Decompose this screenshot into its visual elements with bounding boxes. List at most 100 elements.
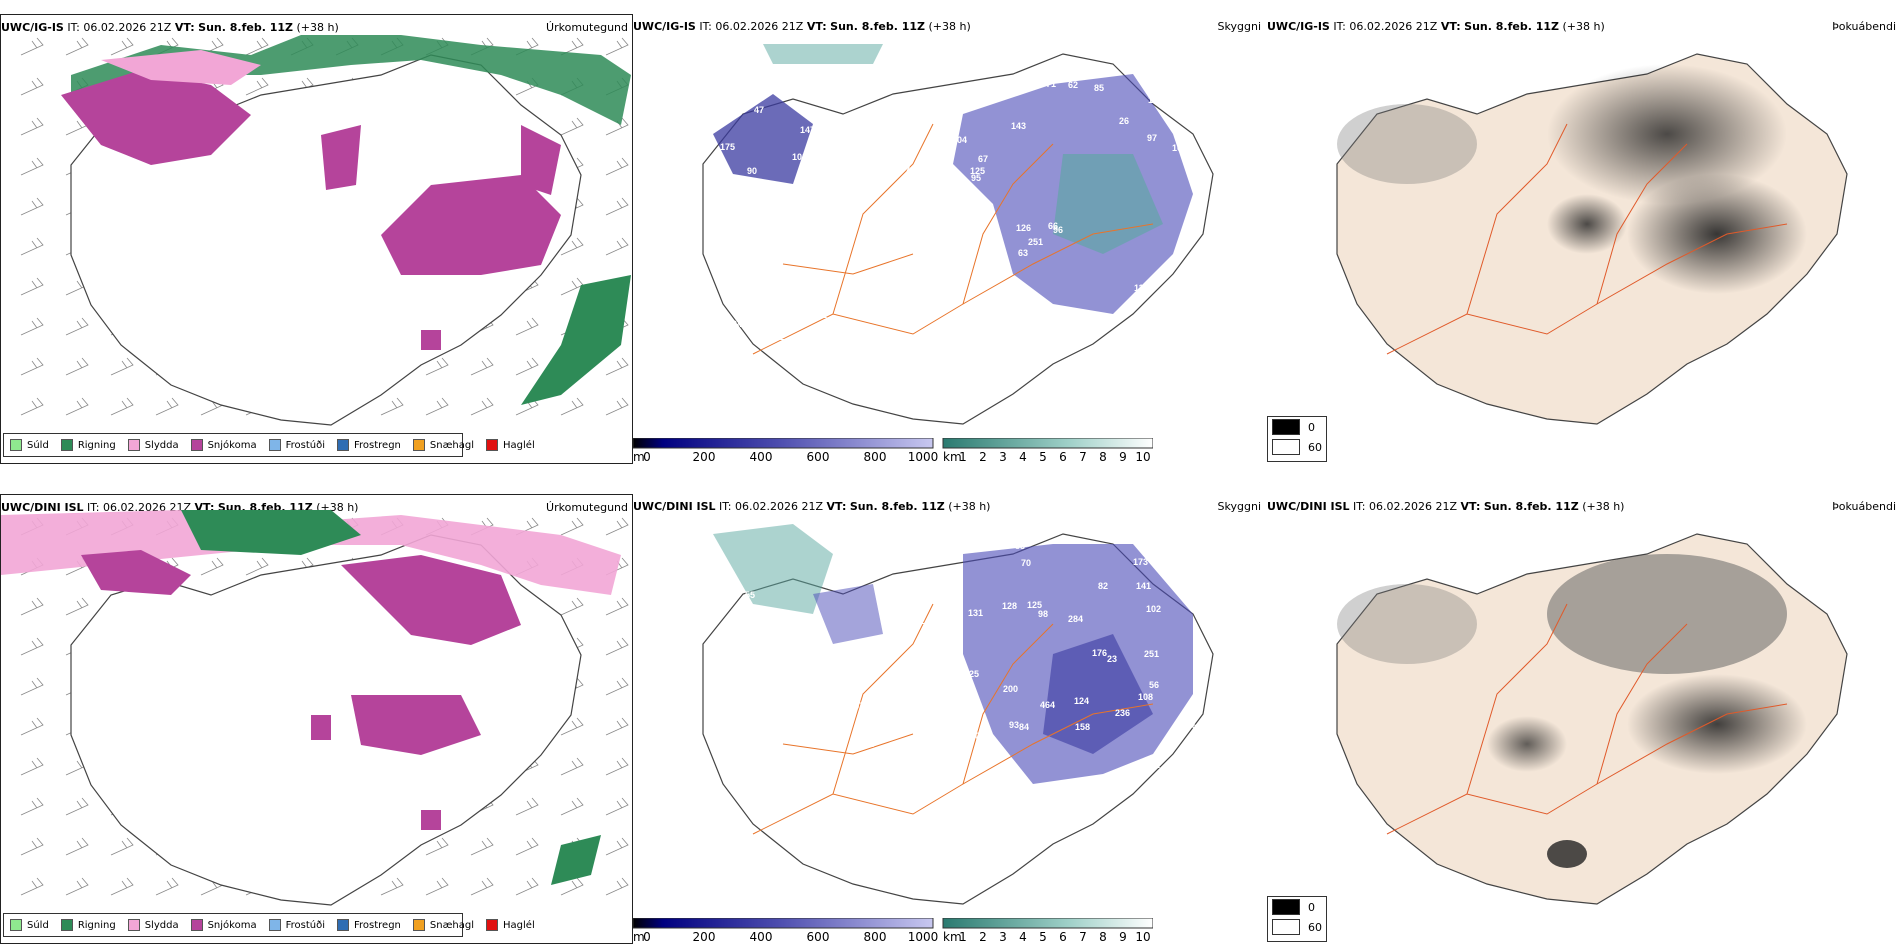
fog-legend: 0 60 — [1267, 416, 1327, 462]
tick-label: 0 — [643, 450, 651, 464]
cloud-base-label: 126 — [1016, 223, 1031, 233]
vis-unit: km — [943, 930, 962, 944]
cloud-base-label: 100 — [766, 698, 781, 708]
wind-barb — [20, 757, 44, 776]
wind-barb — [65, 317, 89, 336]
precip-type-panel-1: UWC/IG-IS IT: 06.02.2026 21Z VT: Sun. 8.… — [0, 14, 633, 464]
cloud-base-label: 101 — [792, 152, 807, 162]
wind-barb — [425, 357, 449, 376]
legend-item: Snjókoma — [190, 919, 257, 931]
cloud-base-label: 76 — [947, 275, 957, 285]
wind-barb — [155, 397, 179, 416]
wind-barb — [155, 877, 179, 896]
wind-barb — [65, 597, 89, 616]
panel-header: UWC/IG-IS IT: 06.02.2026 21Z VT: Sun. 8.… — [1, 21, 339, 34]
cloud-base-label: 23 — [1107, 654, 1117, 664]
wind-barb — [605, 717, 629, 736]
wind-barb — [605, 757, 629, 776]
cloud-base-label: 222 — [1145, 760, 1160, 770]
legend-item: Frostregn — [337, 919, 401, 931]
cloud-base-label: 87 — [803, 674, 813, 684]
cloud-base-label: 90 — [747, 166, 757, 176]
legend-item: 0 — [1268, 897, 1326, 917]
cloud-base-label: 93 — [1009, 720, 1019, 730]
cloud-base-label: 132 — [770, 332, 785, 342]
cloud-base-label: 83 — [816, 108, 826, 118]
cloud-base-label: 144 — [727, 301, 742, 311]
cloud-base-label: 70 — [1091, 790, 1101, 800]
fog-legend: 0 60 — [1267, 896, 1327, 942]
tick-label: 1 — [959, 450, 967, 464]
wind-barb — [560, 797, 584, 816]
panel-title: Skyggni — [1217, 20, 1261, 33]
cloud-base-label: 26 — [1119, 116, 1129, 126]
height-unit: m — [633, 930, 645, 944]
wind-barb — [110, 357, 134, 376]
swatch-icon — [1272, 919, 1300, 935]
cloud-base-label: 96 — [915, 108, 925, 118]
wind-barb — [65, 397, 89, 416]
iceland-map: 184 90 164 154 143 322 161 304 113 277 144 77 96 67 96… — [702, 44, 1214, 425]
panel-title: Þokuábendi — [1832, 500, 1896, 513]
cloud-base-label: 47 — [854, 701, 864, 711]
wind-barb — [605, 597, 629, 616]
cloud-base-label: 125 — [964, 669, 979, 679]
legend-item: Súld — [10, 439, 49, 451]
height-colorbar-gradient — [633, 438, 1153, 449]
wind-barb — [560, 397, 584, 416]
wind-barb — [20, 157, 44, 176]
wind-barb — [20, 317, 44, 336]
cloud-base-label: 102 — [1172, 143, 1187, 153]
height-colorbar: m km 0 200 400 600 800 1000 1 2 3 4 5 6 … — [633, 918, 1153, 944]
wind-barb — [560, 877, 584, 896]
wind-barb — [380, 877, 404, 896]
swatch-icon — [127, 439, 140, 451]
cloud-base-label: 47 — [754, 105, 764, 115]
panel-title: Úrkomutegund — [546, 501, 628, 514]
tick-label: 600 — [806, 930, 830, 944]
cloud-base-label: 115 — [765, 782, 780, 792]
wind-barb — [605, 637, 629, 656]
cloud-base-label: 80 — [899, 181, 909, 191]
cloud-base-label: 67 — [978, 154, 988, 164]
cloud-base-label: 322 — [771, 318, 786, 328]
cloud-base-label: 206 — [932, 653, 947, 663]
tick-label: 400 — [749, 930, 773, 944]
wind-barb — [200, 557, 224, 576]
cloud-base-label: 97 — [1147, 133, 1157, 143]
cloud-base-label: 98 — [1038, 609, 1048, 619]
wind-barb — [380, 397, 404, 416]
cloud-base-label: 55 — [745, 590, 755, 600]
panel-title: Úrkomutegund — [546, 21, 628, 34]
tick-label: 7 — [1079, 930, 1087, 944]
cloud-base-label: 176 — [1092, 648, 1107, 658]
cloud-base-label: 94 — [732, 319, 742, 329]
wind-barb — [560, 757, 584, 776]
tick-label: 10 — [1135, 930, 1151, 944]
wind-barb — [515, 797, 539, 816]
cloud-base-label: 80 — [970, 731, 980, 741]
cloud-base-label: 77 — [876, 751, 886, 761]
cloud-base-label: 175 — [720, 142, 735, 152]
cloud-base-label: 63 — [865, 776, 875, 786]
wind-barb — [470, 397, 494, 416]
cloud-base-label: 96 — [1053, 225, 1063, 235]
wind-barb — [20, 717, 44, 736]
fog-panel-1: UWC/IG-IS IT: 06.02.2026 21Z VT: Sun. 8.… — [1267, 14, 1900, 464]
wind-barb — [245, 557, 269, 576]
legend-item: 60 — [1268, 437, 1326, 457]
legend-item: Snjókoma — [190, 439, 257, 451]
cloud-base-label: 64 — [953, 727, 963, 737]
wind-barb — [20, 237, 44, 256]
cloud-base-label: 161 — [903, 107, 918, 117]
cloud-base-label: 106 — [926, 57, 941, 67]
tick-label: 1000 — [907, 930, 939, 944]
wind-barb — [425, 877, 449, 896]
tick-label: 0 — [643, 930, 651, 944]
cloud-base-label: 86 — [891, 692, 901, 702]
cloud-base-label: 43 — [989, 66, 999, 76]
cloud-base-label: 111 — [1134, 283, 1148, 293]
wind-barb — [20, 877, 44, 896]
tick-label: 5 — [1039, 930, 1047, 944]
